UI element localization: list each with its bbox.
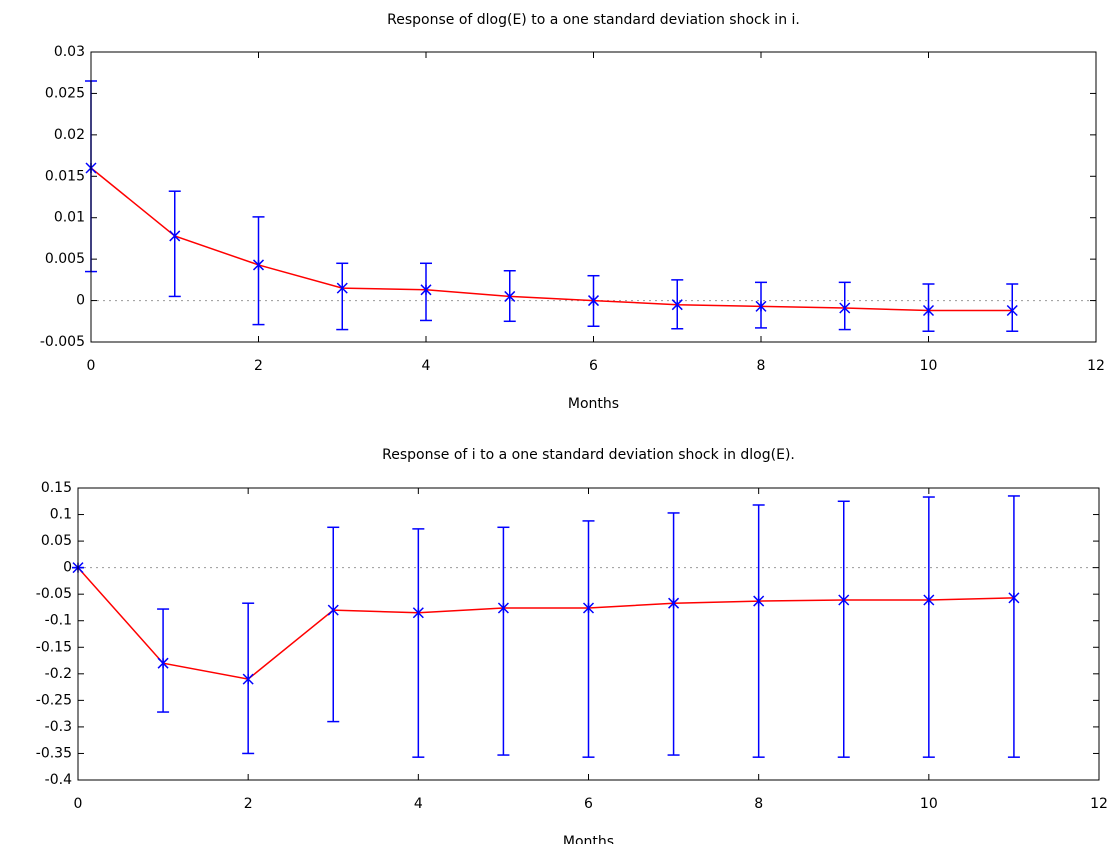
y-tick-label: -0.15: [36, 639, 72, 655]
x-tick-label: 10: [920, 796, 938, 812]
y-tick-label: 0: [76, 293, 85, 309]
marker: [838, 594, 850, 606]
y-tick-label: 0.025: [45, 85, 85, 101]
y-tick-label: 0.005: [45, 251, 85, 267]
marker: [668, 597, 680, 609]
y-tick-label: 0.05: [41, 533, 72, 549]
x-axis-label: Months: [563, 834, 614, 844]
marker: [336, 282, 348, 294]
y-tick-label: 0.02: [54, 127, 85, 143]
marker: [755, 300, 767, 312]
y-tick-label: 0.03: [54, 44, 85, 60]
y-tick-label: -0.4: [45, 772, 72, 788]
x-tick-label: 2: [244, 796, 253, 812]
x-tick-label: 8: [754, 796, 763, 812]
y-tick-label: -0.25: [36, 692, 72, 708]
y-tick-label: -0.3: [45, 719, 72, 735]
marker: [753, 595, 765, 607]
marker: [922, 304, 935, 317]
y-tick-label: -0.05: [36, 586, 72, 602]
x-tick-label: 12: [1090, 796, 1108, 812]
y-tick-label: 0.1: [50, 507, 72, 523]
y-tick-label: -0.005: [40, 334, 85, 350]
x-tick-label: 0: [74, 796, 83, 812]
marker: [242, 673, 254, 685]
marker: [587, 295, 600, 307]
x-tick-label: 6: [584, 796, 593, 812]
marker: [497, 602, 509, 614]
marker: [839, 302, 851, 314]
marker: [582, 602, 595, 614]
marker: [252, 259, 265, 271]
plot-frame: [77, 487, 1100, 781]
x-tick-label: 0: [87, 358, 96, 374]
x-tick-label: 10: [920, 358, 938, 374]
y-tick-label: 0.015: [45, 168, 85, 184]
line: [77, 567, 1014, 680]
marker: [412, 607, 424, 619]
marker: [169, 230, 181, 242]
marker: [671, 299, 683, 311]
chart-title: Response of dlog(E) to a one standard de…: [387, 12, 800, 28]
marker: [504, 290, 516, 302]
x-axis-label: Months: [568, 396, 619, 412]
line: [90, 167, 1013, 312]
y-tick-label: 0.15: [41, 480, 72, 496]
marker: [157, 657, 169, 669]
x-tick-label: 4: [422, 358, 431, 374]
x-tick-label: 2: [254, 358, 263, 374]
plot-frame: [90, 51, 1097, 343]
x-tick-label: 4: [414, 796, 423, 812]
y-tick-label: -0.1: [45, 613, 72, 629]
x-tick-label: 8: [757, 358, 766, 374]
marker: [1006, 304, 1018, 317]
y-tick-label: -0.2: [45, 666, 72, 682]
y-tick-label: -0.35: [36, 745, 72, 761]
marker: [420, 284, 432, 296]
marker: [1008, 592, 1020, 604]
y-tick-label: 0: [63, 560, 72, 576]
y-tick-label: 0.01: [54, 210, 85, 226]
chart-title: Response of i to a one standard deviatio…: [382, 447, 795, 463]
marker: [923, 594, 935, 606]
x-tick-label: 12: [1087, 358, 1105, 374]
marker: [327, 604, 339, 616]
x-tick-label: 6: [589, 358, 598, 374]
